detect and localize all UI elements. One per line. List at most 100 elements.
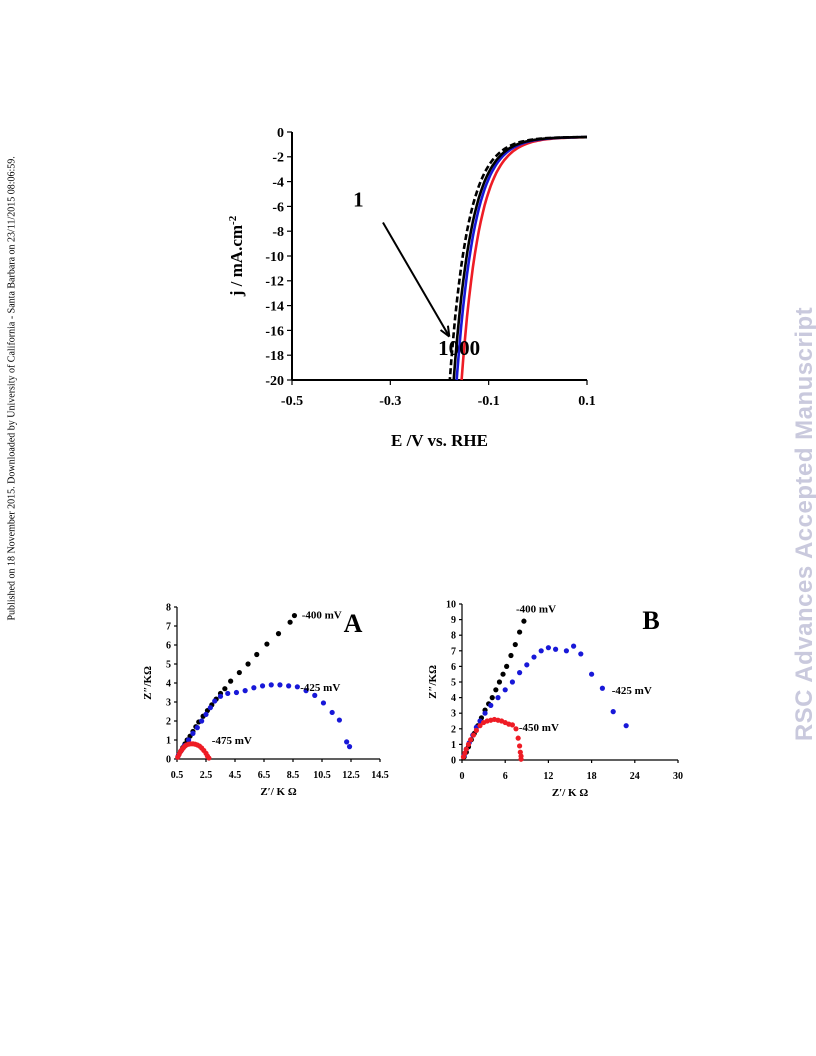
data-point: [538, 648, 544, 654]
data-point: [545, 645, 552, 651]
x-tick-label: 0: [460, 771, 465, 782]
series-label: -425 mV: [300, 682, 340, 694]
x-tick-label: 8.5: [287, 770, 300, 781]
data-point: [496, 679, 503, 685]
y-tick-label: -6: [272, 200, 284, 215]
panel-label: A: [344, 609, 363, 638]
data-point: [346, 744, 353, 750]
trend-arrow-head: [439, 325, 451, 338]
x-tick-label: 6.5: [258, 770, 271, 781]
data-point: [460, 754, 467, 760]
x-tick-label: -0.1: [478, 394, 500, 409]
data-point: [194, 725, 200, 731]
y-tick-label: 4: [166, 679, 171, 690]
x-tick-label: 12.5: [342, 770, 360, 781]
cycle-annotation: 1: [353, 187, 364, 211]
data-point: [531, 654, 537, 660]
x-axis-label: Z′/ K Ω: [260, 786, 297, 798]
data-point: [254, 651, 260, 658]
data-point: [465, 741, 472, 748]
y-tick-label: -4: [272, 176, 284, 191]
x-tick-label: 30: [673, 771, 683, 782]
data-point: [228, 678, 234, 684]
series-label: -400 mV: [302, 610, 342, 622]
data-point: [233, 689, 240, 696]
data-point: [521, 618, 527, 624]
data-point: [493, 687, 499, 693]
y-tick-label: 6: [451, 662, 456, 673]
data-point: [578, 651, 584, 657]
data-point: [225, 690, 231, 697]
y-tick-label: 3: [166, 698, 171, 709]
y-tick-label: -18: [265, 349, 284, 364]
y-tick-label: 0: [166, 755, 171, 766]
data-point: [515, 735, 521, 741]
series-label: -450 mV: [519, 722, 559, 734]
y-tick-label: 9: [451, 615, 456, 626]
data-point: [599, 685, 606, 691]
y-tick-label: 2: [451, 724, 456, 735]
data-point: [589, 671, 595, 677]
data-point: [217, 693, 224, 699]
data-point: [251, 685, 257, 691]
cycle-annotation: 1000: [438, 336, 480, 360]
y-tick-label: 8: [166, 603, 171, 614]
data-point: [488, 702, 494, 709]
data-point: [509, 722, 515, 728]
data-point: [312, 692, 318, 698]
data-point: [336, 717, 342, 723]
data-point: [206, 755, 212, 761]
data-point: [212, 698, 218, 704]
y-tick-label: -20: [265, 374, 284, 389]
data-point: [320, 700, 327, 706]
data-point: [268, 682, 274, 688]
data-point: [508, 652, 514, 659]
y-tick-label: 5: [451, 678, 456, 689]
data-point: [489, 695, 495, 701]
data-point: [468, 737, 474, 743]
y-tick-label: 6: [166, 641, 171, 652]
data-point: [190, 730, 196, 736]
x-tick-label: 6: [503, 771, 508, 782]
x-tick-label: 0.5: [171, 770, 184, 781]
data-point: [186, 737, 192, 743]
data-point: [294, 684, 300, 690]
y-tick-label: 7: [166, 622, 171, 633]
data-point: [509, 679, 515, 685]
series-label: -400 mV: [516, 604, 556, 616]
y-tick-label: -10: [265, 250, 284, 265]
data-point: [286, 683, 292, 689]
data-point: [236, 669, 242, 676]
x-tick-label: 0.1: [578, 394, 596, 409]
data-point: [203, 711, 209, 717]
y-tick-label: 0: [277, 126, 284, 141]
y-tick-label: 1: [451, 740, 456, 751]
data-point: [513, 726, 519, 732]
y-tick-label: -8: [272, 225, 284, 240]
data-point: [291, 612, 298, 619]
y-axis-label-superscript: -2: [227, 215, 239, 225]
x-axis-label: E /V vs. RHE: [391, 431, 488, 450]
x-tick-label: -0.3: [379, 394, 401, 409]
data-point: [259, 683, 266, 689]
data-point: [222, 686, 228, 692]
y-tick-label: 5: [166, 660, 171, 671]
data-point: [344, 739, 350, 745]
y-tick-label: 4: [451, 693, 456, 704]
data-point: [571, 643, 577, 649]
data-point: [473, 727, 479, 733]
data-point: [275, 631, 282, 637]
x-tick-label: 12: [543, 771, 553, 782]
y-tick-label: -12: [265, 275, 284, 290]
y-tick-label: 8: [451, 631, 456, 642]
data-point: [329, 709, 335, 716]
polarization-curve-4: [448, 135, 587, 381]
data-point: [517, 749, 523, 755]
x-tick-label: -0.5: [281, 394, 303, 409]
data-point: [463, 746, 469, 752]
data-point: [502, 687, 508, 693]
polarization-chart: 0 -2 -4 -6 -8 -10 -12 -14 -16 -18 -20 -0.5 -0.3 -0.1 0…: [227, 126, 596, 450]
data-point: [477, 723, 483, 729]
data-point: [563, 648, 570, 654]
